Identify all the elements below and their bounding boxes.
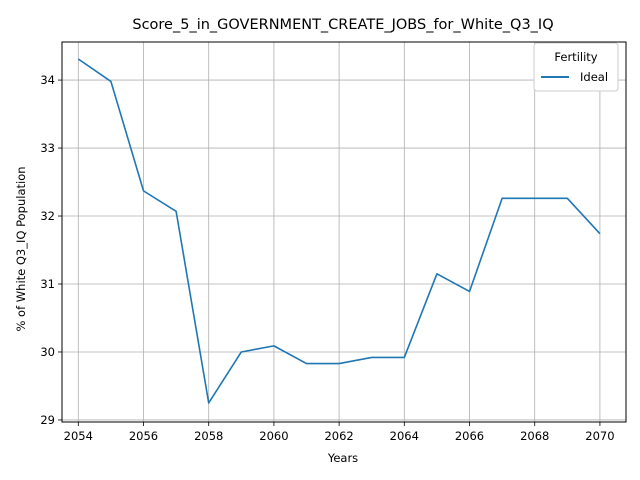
y-tick-label: 31 [40,277,55,291]
y-tick-label: 34 [40,73,55,87]
x-tick-label: 2058 [194,429,223,443]
y-tick-label: 33 [40,141,55,155]
legend-label: Ideal [580,70,608,84]
x-axis-label: Years [327,451,358,465]
x-tick-label: 2060 [259,429,288,443]
y-tick-label: 30 [40,345,55,359]
plot-area [61,41,627,423]
x-axis: 2054 2056 2058 2060 2062 2064 2066 2068 2070 [64,422,615,443]
y-axis-label: % of White Q3_IQ Population [14,166,28,331]
x-tick-label: 2070 [585,429,614,443]
x-tick-label: 2064 [390,429,419,443]
legend-box [533,42,619,92]
grid [62,42,626,422]
legend: Fertility Ideal [533,42,619,92]
x-tick-label: 2068 [520,429,549,443]
x-tick-label: 2054 [64,429,93,443]
y-axis: 29 30 31 32 33 34 [40,73,62,427]
chart-title: Score_5_in_GOVERNMENT_CREATE_JOBS_for_Wh… [132,17,553,33]
x-tick-label: 2062 [324,429,353,443]
y-tick-label: 32 [40,209,55,223]
series-line [77,58,601,404]
series-group [77,58,601,404]
x-tick-label: 2056 [129,429,158,443]
x-tick-label: 2066 [455,429,484,443]
y-tick-label: 29 [40,413,55,427]
legend-title: Fertility [554,50,597,64]
